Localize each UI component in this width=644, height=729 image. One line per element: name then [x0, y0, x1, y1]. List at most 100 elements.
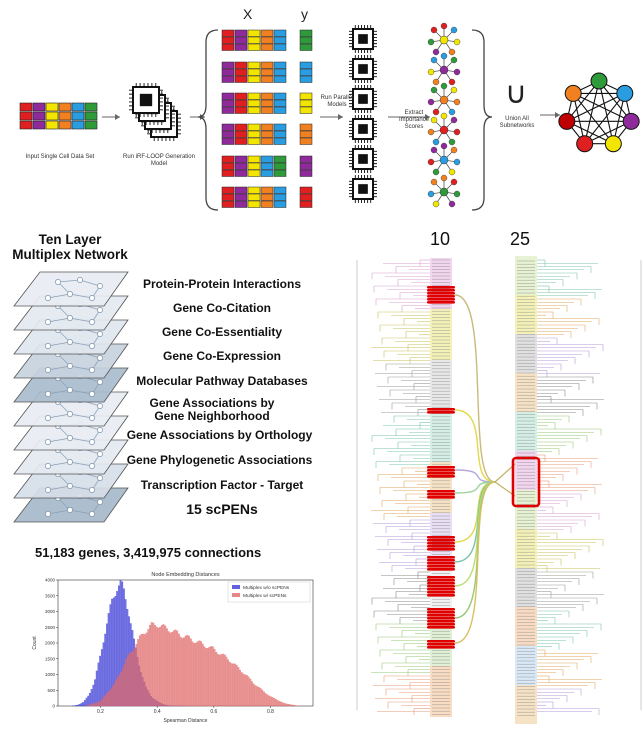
histogram-bar — [125, 659, 128, 707]
input-matrix-cell — [71, 111, 85, 121]
tangle-connector — [454, 481, 496, 563]
x-matrix-cell — [260, 162, 274, 170]
x-matrix-cell — [234, 169, 248, 177]
x-matrix-cell — [260, 186, 274, 194]
left-cluster-band — [430, 309, 452, 360]
right-highlight-box — [511, 456, 541, 508]
histogram-bar — [191, 641, 194, 707]
x-matrix-cell — [273, 61, 287, 69]
subnetwork-icon — [427, 22, 461, 56]
tangle-connector — [494, 463, 516, 497]
layer-label-tf-target: Transcription Factor - Target — [140, 478, 304, 492]
layer-plane — [13, 271, 129, 307]
x-matrix-cell — [273, 75, 287, 83]
left-highlight-marker — [427, 568, 455, 571]
histogram-bar — [108, 691, 111, 707]
right-cluster-band — [515, 295, 537, 334]
y-vector-cell — [299, 186, 313, 194]
histogram-bar — [188, 635, 190, 707]
histogram-bar — [229, 662, 231, 707]
histogram-bar — [235, 664, 238, 707]
x-matrix-cell — [221, 162, 235, 170]
left-highlight-marker — [427, 289, 455, 292]
x-matrix-cell — [273, 200, 287, 208]
y-tick-label: 1000 — [45, 672, 56, 677]
right-cluster-band — [515, 685, 537, 724]
right-cluster-band — [515, 373, 537, 412]
layer-label-coexpression: Gene Co-Expression — [162, 349, 282, 363]
histogram-bar — [101, 698, 104, 707]
left-highlight-marker — [427, 472, 455, 475]
x-matrix-cell — [234, 36, 248, 44]
x-matrix-cell — [247, 123, 261, 131]
left-highlight-marker — [427, 411, 455, 414]
layer-label-coessentiality: Gene Co-Essentiality — [161, 325, 283, 339]
model-label: Run iRF-LOOP Generation Model — [123, 154, 195, 167]
x-matrix-cell — [221, 68, 235, 76]
x-matrix-cell — [273, 193, 287, 201]
y-vector-cell — [299, 155, 313, 163]
x-matrix-cell — [221, 92, 235, 100]
subnetwork-icon — [427, 174, 461, 208]
histogram-bar — [217, 654, 219, 707]
x-matrix-cell — [221, 169, 235, 177]
x-matrix-cell — [221, 61, 235, 69]
x-matrix-cell — [247, 75, 261, 83]
layer-label-scpens: 15 scPENs — [186, 501, 258, 517]
union-label: Union All Subnetworks — [499, 116, 535, 129]
histogram-bar — [92, 684, 95, 707]
left-highlight-marker — [427, 301, 455, 304]
left-highlight-marker — [427, 556, 455, 559]
input-matrix-cell — [58, 120, 72, 130]
histogram-bar — [280, 701, 282, 707]
x-matrix-cell — [221, 193, 235, 201]
union-network-edge — [598, 80, 614, 144]
layer-label-cocitation: Gene Co-Citation — [173, 301, 271, 315]
left-highlight-marker — [427, 611, 455, 614]
histogram-bar — [184, 635, 187, 707]
layer-label-phylogenetic: Gene Phylogenetic Associations — [126, 453, 313, 467]
x-matrix-cell — [247, 186, 261, 194]
parallel-chip-icon — [349, 25, 377, 53]
y-tick-label: 3000 — [45, 609, 56, 614]
histogram-bar — [181, 638, 184, 707]
input-matrix-cell — [32, 120, 46, 130]
extract-scores-label: Extract Importance Scores — [398, 110, 429, 130]
histogram-bar — [176, 630, 179, 707]
arrow-to-parallel-head — [338, 114, 343, 120]
x-matrix-cell — [260, 99, 274, 107]
x-matrix-cell — [273, 43, 287, 51]
input-matrix-cell — [32, 102, 46, 112]
union-network-node — [616, 84, 634, 102]
union-network-edge — [598, 80, 632, 122]
subnetwork-icon — [427, 112, 461, 146]
histogram-bar — [127, 655, 129, 707]
x-matrix-cell — [234, 43, 248, 51]
histogram-bar — [166, 628, 168, 707]
histogram-bar — [261, 689, 264, 707]
left-highlight-marker — [427, 286, 455, 289]
arrow-to-subnetworks-head — [425, 114, 430, 120]
histogram-bar — [140, 633, 143, 707]
layer-label-ppi: Protein-Protein Interactions — [142, 277, 302, 291]
histogram-bar — [203, 646, 206, 707]
left-highlight-marker — [427, 490, 455, 493]
left-highlight-marker — [427, 493, 455, 496]
histogram-bar — [130, 652, 133, 707]
input-matrix-cell — [84, 111, 98, 121]
histogram-bar — [90, 689, 93, 707]
x-matrix-cell — [260, 61, 274, 69]
left-highlight-marker — [427, 579, 455, 582]
histogram-bar — [215, 651, 218, 707]
pipeline-diagram — [19, 22, 640, 211]
input-matrix-cell — [19, 102, 33, 112]
histogram-bar — [95, 670, 98, 707]
x-matrix-cell — [247, 130, 261, 138]
left-cluster-band — [430, 666, 452, 717]
x-matrix-cell — [247, 106, 261, 114]
left-highlight-marker — [427, 496, 455, 499]
input-dataset-label: Input Single Cell Data Set — [25, 154, 95, 160]
histogram-bar — [246, 675, 248, 707]
network-stats: 51,183 genes, 3,419,975 connections — [35, 545, 262, 560]
histogram-bar — [283, 703, 286, 707]
